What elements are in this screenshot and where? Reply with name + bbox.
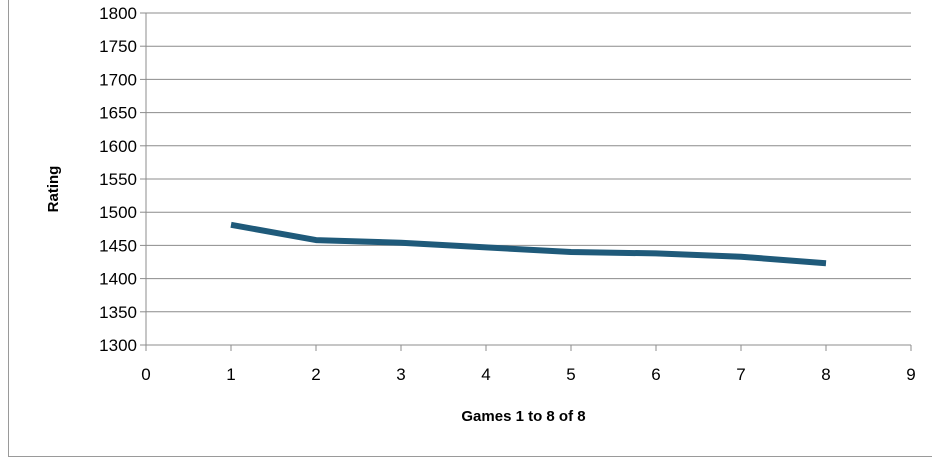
frame-bottom-border <box>8 456 932 457</box>
x-tick-label-9: 9 <box>906 365 915 384</box>
data-point-6 <box>653 250 659 256</box>
series-layer <box>228 221 829 267</box>
frame-left-border <box>8 0 9 457</box>
x-tick-label-7: 7 <box>736 365 745 384</box>
data-point-1 <box>228 222 234 228</box>
y-tick-label-1600: 1600 <box>99 137 137 156</box>
data-point-8 <box>823 260 829 266</box>
x-tick-label-0: 0 <box>141 365 150 384</box>
x-tick-label-8: 8 <box>821 365 830 384</box>
y-tick-label-1300: 1300 <box>99 336 137 355</box>
axes <box>140 12 912 351</box>
y-tick-label-1400: 1400 <box>99 270 137 289</box>
x-tick-label-6: 6 <box>651 365 660 384</box>
y-tick-label-1450: 1450 <box>99 236 137 255</box>
x-tick-label-3: 3 <box>396 365 405 384</box>
y-axis-title: Rating <box>45 166 62 213</box>
tick-labels: 1300135014001450150015501600165017001750… <box>99 4 916 384</box>
y-tick-label-1750: 1750 <box>99 37 137 56</box>
y-tick-label-1350: 1350 <box>99 303 137 322</box>
x-tick-label-5: 5 <box>566 365 575 384</box>
data-point-7 <box>738 254 744 260</box>
y-tick-label-1650: 1650 <box>99 104 137 123</box>
x-tick-label-2: 2 <box>311 365 320 384</box>
x-axis-title: Games 1 to 8 of 8 <box>461 408 585 425</box>
y-tick-label-1550: 1550 <box>99 170 137 189</box>
y-tick-label-1500: 1500 <box>99 203 137 222</box>
data-point-3 <box>398 240 404 246</box>
y-tick-label-1700: 1700 <box>99 70 137 89</box>
gridlines <box>146 12 911 313</box>
data-point-5 <box>568 249 574 255</box>
data-point-4 <box>483 244 489 250</box>
data-point-2 <box>313 237 319 243</box>
x-tick-label-4: 4 <box>481 365 490 384</box>
x-tick-label-1: 1 <box>226 365 235 384</box>
y-tick-label-1800: 1800 <box>99 4 137 23</box>
series-line-0 <box>230 221 827 267</box>
